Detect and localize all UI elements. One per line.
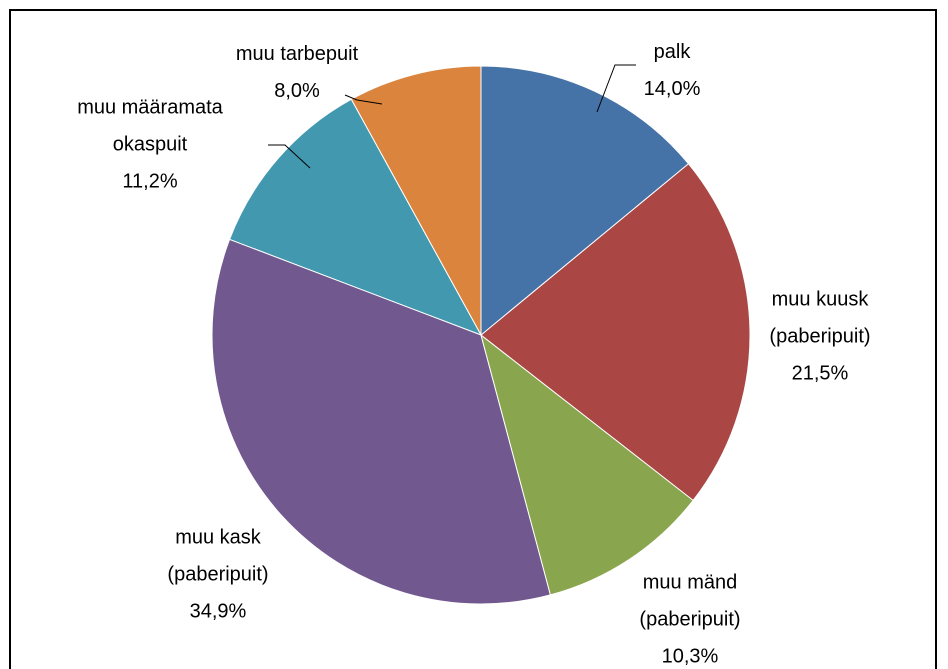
pie-slice [350, 65, 482, 336]
value-label: 10,3% [661, 645, 719, 668]
slice-label: muu tarbepuit 8,0% [236, 36, 358, 110]
slice-label: muu kask (paberipuit) 34,9% [167, 520, 268, 631]
category-label: muu määramata okaspuit [77, 96, 223, 156]
slice-label: muu määramata okaspuit 11,2% [77, 90, 223, 201]
leader-line [268, 144, 311, 169]
pie-slice [480, 65, 690, 337]
value-label: 14,0% [643, 78, 701, 100]
leader-line [344, 94, 383, 105]
value-label: 21,5% [791, 362, 849, 385]
slice-label: muu kuusk (paberipuit) 21,5% [769, 282, 870, 393]
category-label: muu kuusk (paberipuit) [769, 288, 871, 348]
pie-slice [228, 98, 483, 336]
value-label: 11,2% [122, 170, 178, 193]
category-label: palk [653, 41, 691, 63]
category-label: muu mänd (paberipuit) [639, 571, 741, 631]
pie-slice [480, 163, 751, 502]
pie-slice [480, 333, 694, 596]
value-label: 8,0% [274, 80, 320, 102]
category-label: muu kask (paberipuit) [167, 526, 269, 586]
leader-line [596, 64, 636, 113]
slice-label: muu mänd (paberipuit) 10,3% [639, 565, 740, 669]
slice-label: palk 14,0% [644, 34, 701, 108]
value-label: 34,9% [189, 600, 247, 623]
chart-frame [9, 9, 937, 669]
pie-slice [211, 238, 552, 605]
category-label: muu tarbepuit [235, 43, 359, 65]
